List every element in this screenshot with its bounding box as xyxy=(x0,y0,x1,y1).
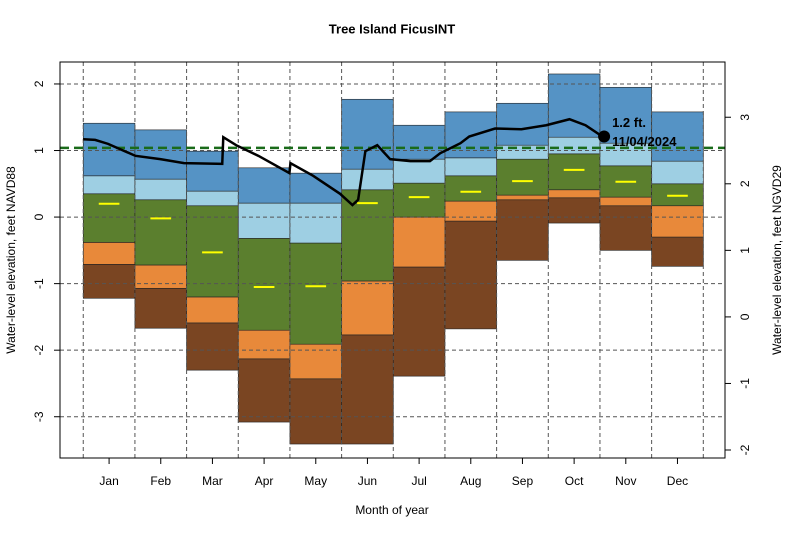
band xyxy=(341,98,394,170)
band xyxy=(341,280,394,336)
band xyxy=(547,197,601,224)
x-tick-label: Jun xyxy=(358,474,377,488)
band xyxy=(237,167,291,204)
band xyxy=(237,358,291,423)
band xyxy=(392,266,446,377)
band xyxy=(186,322,239,371)
band xyxy=(444,220,497,330)
band xyxy=(341,334,394,445)
band xyxy=(186,150,239,192)
x-axis-label: Month of year xyxy=(355,503,428,517)
band xyxy=(444,175,497,202)
band xyxy=(134,287,187,329)
annotation-date: 11/04/2024 xyxy=(612,134,677,149)
band xyxy=(134,199,187,266)
y-tick-label: -1 xyxy=(32,278,46,289)
band xyxy=(186,190,239,207)
y-tick-label: 0 xyxy=(32,213,46,220)
band xyxy=(289,378,342,445)
band xyxy=(341,168,394,191)
band xyxy=(496,158,549,196)
trace-line xyxy=(83,117,605,207)
y2-tick-label: -2 xyxy=(738,444,752,455)
y2-tick-label: 0 xyxy=(738,313,752,320)
y-tick-label: -3 xyxy=(32,411,46,422)
x-tick-label: Nov xyxy=(615,474,636,488)
band xyxy=(392,158,446,184)
band xyxy=(651,111,704,162)
x-tick-label: Apr xyxy=(255,474,274,488)
band xyxy=(444,157,497,177)
band xyxy=(444,200,497,222)
band xyxy=(496,194,549,201)
y2-tick-label: 3 xyxy=(738,114,752,121)
band xyxy=(496,102,549,146)
x-tick-label: Mar xyxy=(202,474,223,488)
band xyxy=(392,216,446,268)
band xyxy=(289,202,342,244)
x-tick-label: May xyxy=(304,474,327,488)
band xyxy=(651,205,704,238)
band xyxy=(547,153,601,191)
band xyxy=(496,199,549,261)
y-tick-label: 1 xyxy=(32,147,46,154)
y-tick-label: 2 xyxy=(32,80,46,87)
x-tick-label: Feb xyxy=(150,474,171,488)
y2-tick-label: -1 xyxy=(738,378,752,389)
band xyxy=(82,122,136,177)
y-tick-label: -2 xyxy=(32,345,46,356)
y2-tick-label: 1 xyxy=(738,247,752,254)
band xyxy=(651,160,704,185)
band xyxy=(547,189,601,199)
band xyxy=(392,182,446,218)
x-tick-label: Jul xyxy=(411,474,426,488)
band xyxy=(82,175,136,195)
annotation-point xyxy=(598,130,611,143)
band xyxy=(82,193,136,243)
band xyxy=(599,205,652,251)
band xyxy=(237,202,291,239)
band xyxy=(237,329,291,360)
band xyxy=(599,196,652,207)
band xyxy=(547,136,601,155)
band xyxy=(651,236,704,267)
band xyxy=(289,343,342,380)
band xyxy=(82,264,136,299)
band xyxy=(392,124,446,160)
band xyxy=(186,296,239,324)
y2-tick-label: 2 xyxy=(738,180,752,187)
band xyxy=(82,242,136,265)
annotation-label: 1.2 ft. xyxy=(612,115,646,130)
x-tick-label: Aug xyxy=(460,474,481,488)
band xyxy=(289,242,342,345)
x-tick-label: Dec xyxy=(667,474,688,488)
x-tick-label: Jan xyxy=(99,474,118,488)
band xyxy=(547,73,601,138)
band xyxy=(237,238,291,331)
band xyxy=(134,129,187,180)
y2-axis-label: Water-level elevation, feet NGVD29 xyxy=(770,165,784,355)
chart-title: Tree Island FicusINT xyxy=(329,21,455,36)
band xyxy=(134,264,187,289)
plot-frame xyxy=(59,61,726,459)
x-tick-label: Oct xyxy=(565,474,584,488)
band xyxy=(134,178,187,201)
x-tick-label: Sep xyxy=(512,474,534,488)
y-axis-label: Water-level elevation, feet NAVD88 xyxy=(4,166,18,354)
